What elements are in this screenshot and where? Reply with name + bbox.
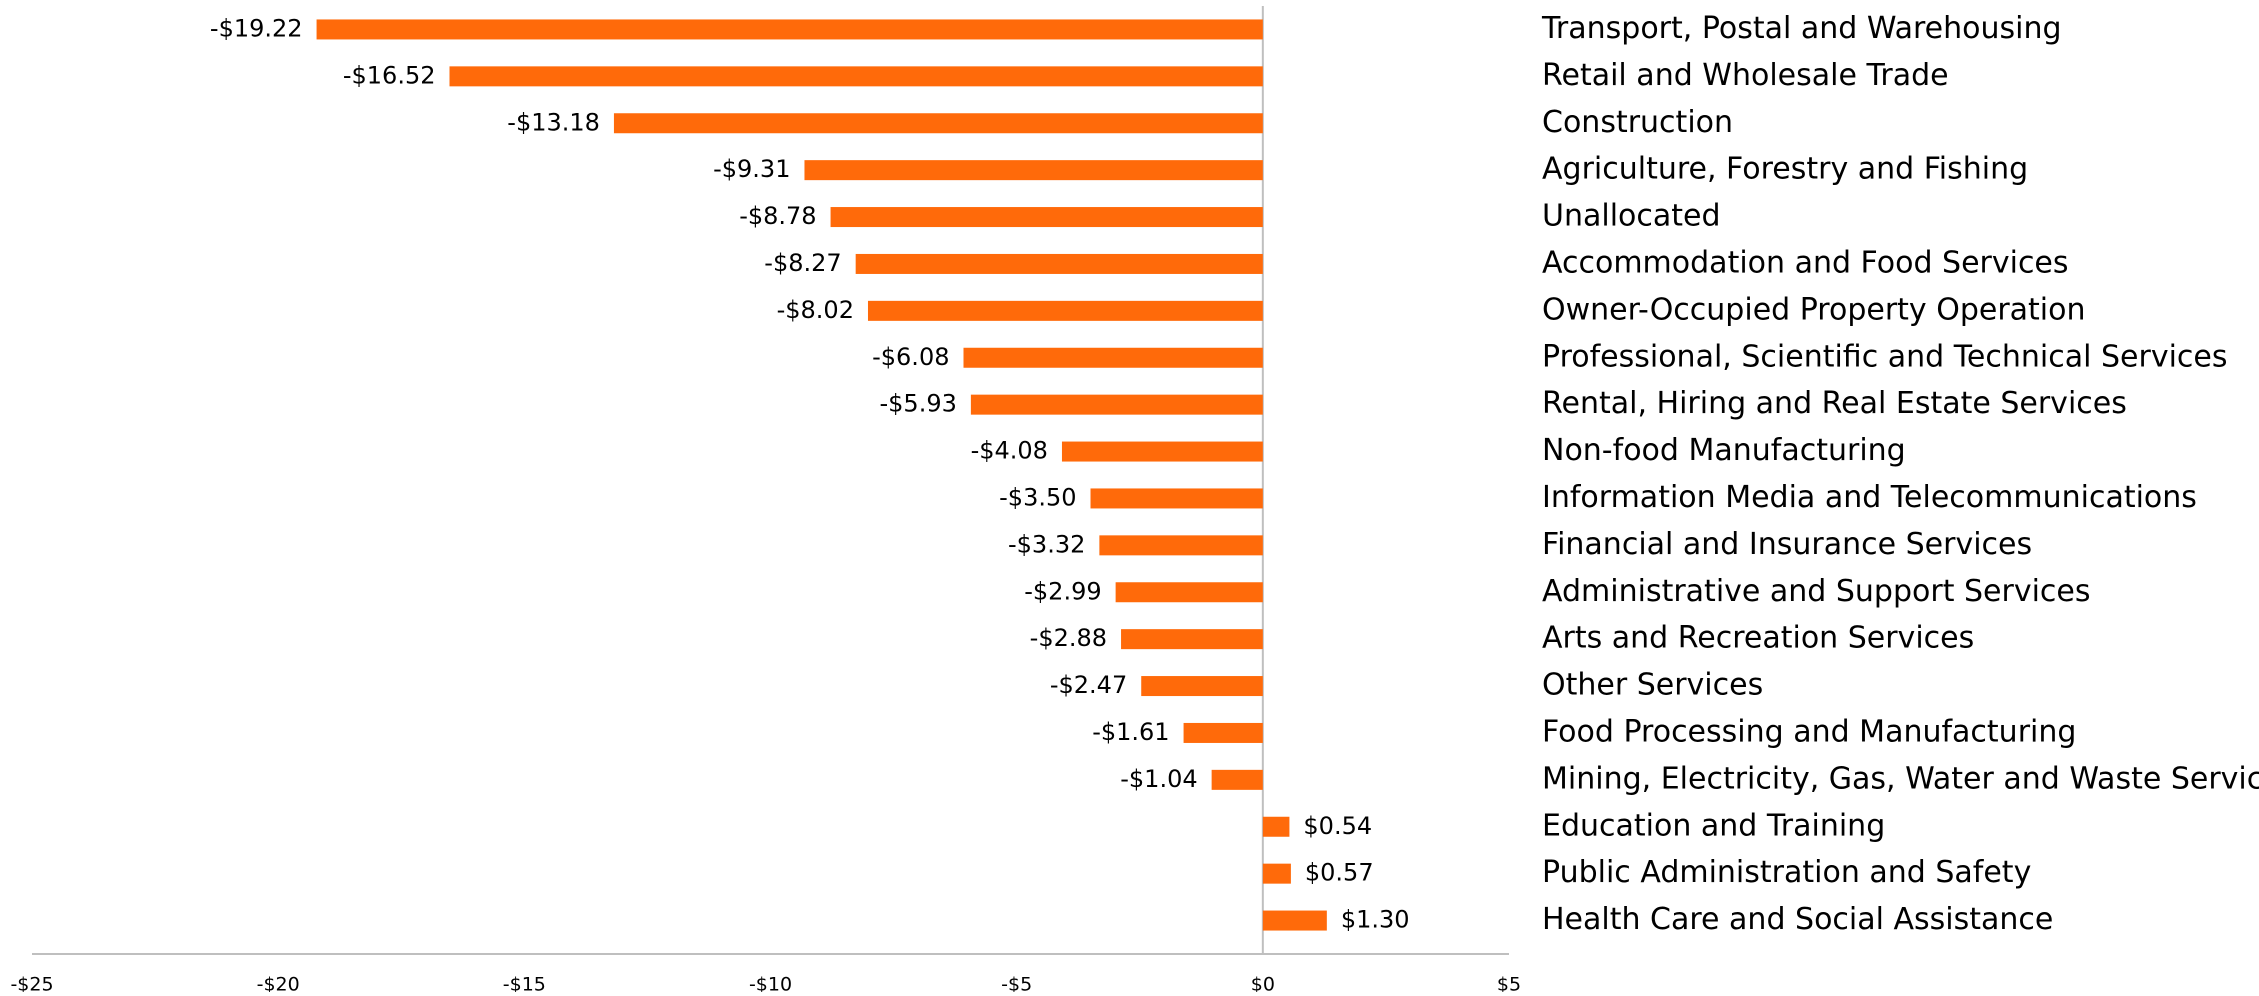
bar bbox=[1141, 676, 1263, 697]
x-tick-label: -$10 bbox=[749, 974, 792, 993]
bar bbox=[1183, 722, 1263, 743]
category-label: Accommodation and Food Services bbox=[1542, 245, 2069, 280]
value-label: -$16.52 bbox=[343, 61, 436, 89]
category-label: Professional, Scientific and Technical S… bbox=[1542, 339, 2228, 374]
value-label: -$3.50 bbox=[999, 483, 1076, 511]
category-label: Public Administration and Safety bbox=[1542, 855, 2031, 890]
x-tick-label: -$20 bbox=[257, 974, 300, 993]
bar bbox=[1211, 769, 1263, 790]
x-tick-label: -$25 bbox=[10, 974, 53, 993]
value-label: $0.57 bbox=[1305, 859, 1374, 887]
category-label: Mining, Electricity, Gas, Water and Wast… bbox=[1542, 761, 2259, 796]
value-label: -$4.08 bbox=[971, 437, 1048, 465]
value-label: $0.54 bbox=[1303, 812, 1372, 840]
x-tick-label: $0 bbox=[1251, 974, 1275, 993]
bar bbox=[1099, 535, 1263, 556]
category-label: Transport, Postal and Warehousing bbox=[1541, 11, 2062, 46]
category-label: Health Care and Social Assistance bbox=[1542, 902, 2053, 937]
category-label: Arts and Recreation Services bbox=[1542, 621, 1974, 656]
value-label: -$9.31 bbox=[713, 155, 790, 183]
x-tick-label: -$5 bbox=[1001, 974, 1032, 993]
value-label: -$5.93 bbox=[880, 390, 957, 418]
value-label: $1.30 bbox=[1341, 906, 1410, 934]
value-label: -$8.27 bbox=[764, 249, 841, 277]
bar bbox=[970, 394, 1263, 415]
value-label: -$19.22 bbox=[210, 14, 303, 42]
category-label: Food Processing and Manufacturing bbox=[1542, 714, 2076, 749]
value-label: -$1.04 bbox=[1120, 765, 1197, 793]
bar bbox=[613, 113, 1263, 134]
value-label: -$1.61 bbox=[1092, 718, 1169, 746]
bar bbox=[1061, 441, 1263, 462]
value-label: -$2.47 bbox=[1050, 671, 1127, 699]
value-label: -$8.02 bbox=[777, 296, 854, 324]
bar bbox=[1121, 629, 1263, 650]
bar bbox=[1262, 816, 1290, 837]
bar bbox=[1262, 863, 1291, 884]
category-label: Agriculture, Forestry and Fishing bbox=[1542, 152, 2028, 187]
x-tick-label: $5 bbox=[1497, 974, 1521, 993]
bar bbox=[449, 66, 1263, 87]
category-label: Non-food Manufacturing bbox=[1542, 433, 1906, 468]
category-label: Rental, Hiring and Real Estate Services bbox=[1542, 386, 2127, 421]
category-label: Information Media and Telecommunications bbox=[1542, 480, 2197, 515]
bar bbox=[1262, 910, 1327, 931]
category-label: Education and Training bbox=[1542, 808, 1885, 843]
value-label: -$13.18 bbox=[507, 108, 600, 136]
bar bbox=[963, 347, 1263, 368]
bar bbox=[316, 19, 1263, 40]
value-label: -$3.32 bbox=[1008, 530, 1085, 558]
bar bbox=[867, 300, 1263, 321]
x-tick-label: -$15 bbox=[503, 974, 546, 993]
category-label: Unallocated bbox=[1542, 199, 1721, 234]
category-label: Owner-Occupied Property Operation bbox=[1542, 292, 2086, 327]
category-label: Other Services bbox=[1542, 668, 1763, 703]
category-label: Administrative and Support Services bbox=[1542, 574, 2091, 609]
category-label: Financial and Insurance Services bbox=[1542, 527, 2032, 562]
bar bbox=[830, 207, 1263, 228]
value-label: -$2.99 bbox=[1024, 577, 1101, 605]
category-label: Construction bbox=[1542, 105, 1733, 140]
value-label: -$6.08 bbox=[872, 343, 949, 371]
value-label: -$8.78 bbox=[739, 202, 816, 230]
bar bbox=[1115, 582, 1263, 603]
value-label: -$2.88 bbox=[1030, 624, 1107, 652]
bar bbox=[1090, 488, 1263, 509]
bar bbox=[804, 160, 1263, 181]
category-label: Retail and Wholesale Trade bbox=[1542, 58, 1949, 93]
bar bbox=[855, 253, 1263, 274]
